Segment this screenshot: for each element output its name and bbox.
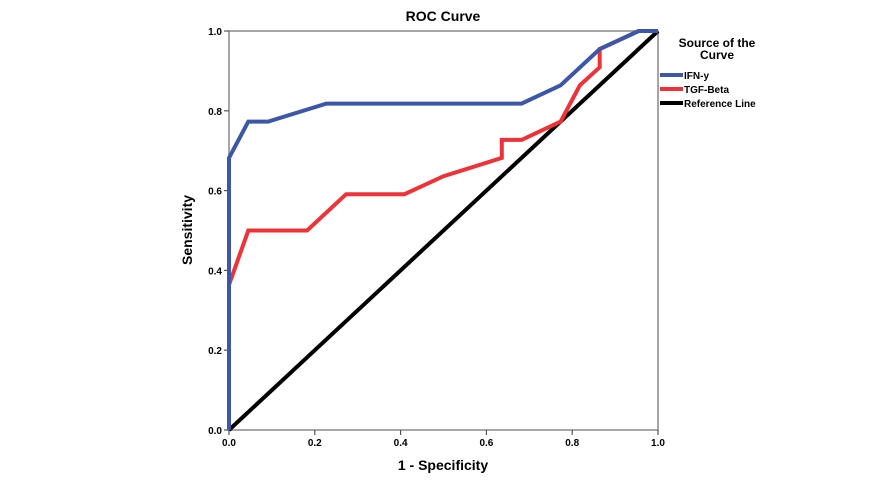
y-axis-title: Sensitivity: [179, 195, 195, 265]
series-line-reference-line: [227, 29, 660, 432]
series-group: [227, 29, 660, 432]
x-axis-title: 1 - Specificity: [398, 457, 488, 473]
x-axis: 0.0 0.2 0.4 0.6 0.8 1.0: [222, 430, 665, 449]
series-line-ifn-y: [227, 29, 658, 430]
x-tick-label: 0.8: [565, 438, 579, 449]
y-tick-label: 0.8: [208, 107, 222, 118]
series-line-tgf-beta: [227, 29, 658, 430]
legend-title-line1: Source of the: [679, 36, 756, 50]
y-tick-label: 0.0: [208, 426, 222, 437]
x-tick-label: 1.0: [651, 438, 665, 449]
y-tick-label: 0.2: [208, 346, 222, 357]
legend-label-reference-line: Reference Line: [684, 99, 756, 110]
chart-title: ROC Curve: [406, 8, 481, 24]
legend-label-tgf-beta: TGF-Beta: [684, 85, 729, 96]
legend: Source of the Curve IFN-y TGF-Beta Referen…: [660, 36, 756, 110]
x-tick-label: 0.6: [479, 438, 493, 449]
x-tick-label: 0.0: [222, 438, 236, 449]
y-axis: 0.0 0.2 0.4 0.6 0.8 1.0: [208, 27, 229, 437]
legend-title-line2: Curve: [700, 48, 734, 62]
x-tick-label: 0.4: [394, 438, 408, 449]
legend-label-ifn-y: IFN-y: [684, 71, 709, 82]
x-tick-label: 0.2: [308, 438, 322, 449]
y-tick-label: 0.6: [208, 187, 222, 198]
y-tick-label: 0.4: [208, 266, 222, 277]
y-tick-label: 1.0: [208, 27, 222, 38]
